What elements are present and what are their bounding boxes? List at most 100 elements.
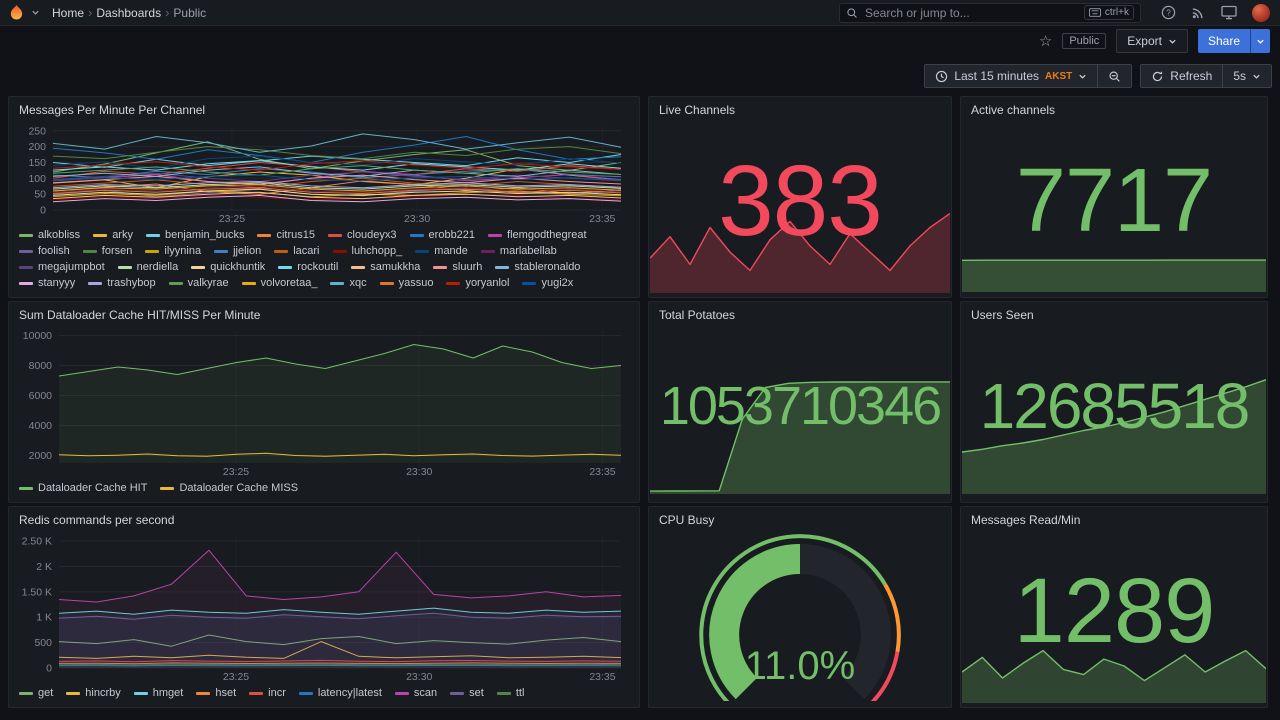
legend-item-quickhuntik[interactable]: quickhuntik [191, 261, 265, 273]
svg-text:23:30: 23:30 [406, 671, 432, 683]
legend-item-erobb221[interactable]: erobb221 [409, 229, 475, 241]
legend-item-get[interactable]: get [19, 687, 53, 699]
legend-item-stableronaldo[interactable]: stableronaldo [495, 261, 580, 273]
monitor-icon[interactable] [1221, 5, 1237, 20]
panel-title[interactable]: Users Seen [971, 308, 1034, 322]
grafana-logo[interactable] [8, 4, 25, 21]
export-button[interactable]: Export [1116, 29, 1188, 53]
legend-color-dash [160, 486, 175, 490]
svg-text:23:25: 23:25 [223, 671, 249, 683]
stat-value: 383 [718, 145, 883, 257]
zoom-out-button[interactable] [1097, 64, 1133, 88]
search-placeholder: Search or jump to... [865, 5, 970, 20]
legend-item-valkyrae[interactable]: valkyrae [168, 277, 229, 289]
legend-item-trashybop[interactable]: trashybop [88, 277, 156, 289]
legend-item-nerdiella[interactable]: nerdiella [117, 261, 178, 273]
legend-item-latency|latest[interactable]: latency|latest [298, 687, 382, 699]
search-input[interactable]: Search or jump to... ctrl+k [839, 2, 1141, 23]
legend-color-dash [19, 281, 33, 285]
legend-item-foolish[interactable]: foolish [19, 245, 70, 257]
legend-item-hmget[interactable]: hmget [133, 687, 183, 699]
share-button[interactable]: Share [1197, 29, 1250, 53]
legend-item-volvoretaa_[interactable]: volvoretaa_ [241, 277, 317, 289]
rss-icon[interactable] [1191, 5, 1206, 20]
legend-item-lacari[interactable]: lacari [274, 245, 320, 257]
legend-color-dash [330, 281, 345, 285]
breadcrumb-separator: › [88, 5, 93, 20]
share-button-group: Share [1197, 29, 1270, 53]
refresh-button[interactable]: Refresh [1140, 64, 1224, 88]
legend-item-benjamin_bucks[interactable]: benjamin_bucks [145, 229, 244, 241]
refresh-interval-dropdown[interactable]: 5s [1222, 64, 1272, 88]
share-dropdown-button[interactable] [1250, 29, 1270, 53]
redis-chart[interactable]: 2.50 K 2 K 1.50 K 1 K 500 0 23:25 23:30 23:35 [19, 530, 629, 683]
breadcrumb-dashboards[interactable]: Dashboards [96, 5, 162, 20]
legend-item-megajumpbot[interactable]: megajumpbot [19, 261, 105, 273]
legend-color-dash [278, 265, 293, 269]
legend-item-cloudeyx3[interactable]: cloudeyx3 [328, 229, 397, 241]
messages-chart[interactable]: 250 200 150 100 50 0 23:25 23:30 23:35 [19, 120, 629, 225]
legend-item-set[interactable]: set [450, 687, 484, 699]
svg-text:23:30: 23:30 [404, 213, 430, 225]
star-button[interactable]: ☆ [1038, 32, 1053, 50]
legend-item-sluurh[interactable]: sluurh [433, 261, 482, 273]
legend-item-xqc[interactable]: xqc [330, 277, 367, 289]
help-icon[interactable]: ? [1161, 5, 1176, 20]
legend-item-samukkha[interactable]: samukkha [351, 261, 420, 273]
legend-item-marlabellab[interactable]: marlabellab [480, 245, 557, 257]
legend-item-Dataloader Cache HIT[interactable]: Dataloader Cache HIT [19, 482, 147, 494]
panel-title[interactable]: Total Potatoes [659, 308, 736, 322]
refresh-group: Refresh 5s [1140, 64, 1272, 88]
legend-item-stanyyy[interactable]: stanyyy [19, 277, 75, 289]
svg-text:23:35: 23:35 [589, 213, 615, 225]
legend-item-yassuo[interactable]: yassuo [379, 277, 433, 289]
legend-item-rockoutil[interactable]: rockoutil [278, 261, 338, 273]
legend-item-arky[interactable]: arky [93, 229, 133, 241]
legend-color-dash [19, 265, 33, 269]
stat-value: 7717 [1015, 151, 1213, 251]
time-range-picker[interactable]: Last 15 minutes AKST [924, 64, 1099, 88]
legend-item-hset[interactable]: hset [196, 687, 236, 699]
panel-title[interactable]: Messages Per Minute Per Channel [19, 103, 206, 117]
chevron-down-icon [1079, 74, 1086, 79]
stat-value: 12685518 [979, 370, 1251, 442]
legend-color-dash [379, 281, 394, 285]
legend-item-hincrby[interactable]: hincrby [66, 687, 121, 699]
legend-item-citrus15[interactable]: citrus15 [257, 229, 315, 241]
panel-title[interactable]: Live Channels [659, 103, 736, 117]
legend-item-ttl[interactable]: ttl [496, 687, 524, 699]
legend-color-dash [249, 691, 264, 695]
panel-title[interactable]: Messages Read/Min [971, 513, 1081, 527]
panel-title[interactable]: Redis commands per second [19, 513, 175, 527]
legend-item-luhchopp_[interactable]: luhchopp_ [332, 245, 402, 257]
legend-color-dash [145, 233, 160, 237]
legend-item-flemgodthegreat[interactable]: flemgodthegreat [488, 229, 587, 241]
svg-text:0: 0 [40, 205, 46, 217]
breadcrumb-home[interactable]: Home [52, 5, 85, 20]
legend-item-yoryanlol[interactable]: yoryanlol [446, 277, 509, 289]
legend-color-dash [19, 691, 33, 695]
chevron-down-icon[interactable] [31, 8, 40, 17]
legend-color-dash [93, 233, 108, 237]
panel-title[interactable]: Sum Dataloader Cache HIT/MISS Per Minute [19, 308, 261, 322]
legend-item-ilyynina[interactable]: ilyynina [145, 245, 201, 257]
panel-total-potatoes: Total Potatoes 1053710346 [648, 301, 952, 503]
legend-item-scan[interactable]: scan [394, 687, 437, 699]
legend-item-jjelion[interactable]: jjelion [214, 245, 261, 257]
panel-title[interactable]: CPU Busy [659, 513, 715, 527]
live-channels-sparkline [650, 212, 950, 293]
legend-item-alkobliss[interactable]: alkobliss [19, 229, 80, 241]
legend-color-dash [480, 249, 495, 253]
legend-item-yugi2x[interactable]: yugi2x [522, 277, 573, 289]
legend-item-mande[interactable]: mande [415, 245, 468, 257]
svg-text:10000: 10000 [23, 330, 52, 342]
legend-item-forsen[interactable]: forsen [82, 245, 132, 257]
legend-item-Dataloader Cache MISS[interactable]: Dataloader Cache MISS [160, 482, 298, 494]
panel-title[interactable]: Active channels [971, 103, 1056, 117]
legend-item-incr[interactable]: incr [249, 687, 286, 699]
user-avatar[interactable] [1252, 3, 1270, 22]
svg-text:200: 200 [28, 141, 46, 153]
legend-color-dash [433, 265, 448, 269]
stat-value: 1053710346 [659, 376, 942, 436]
dataloader-chart[interactable]: 10000 8000 6000 4000 2000 23:25 23:30 23:35 [19, 325, 629, 478]
